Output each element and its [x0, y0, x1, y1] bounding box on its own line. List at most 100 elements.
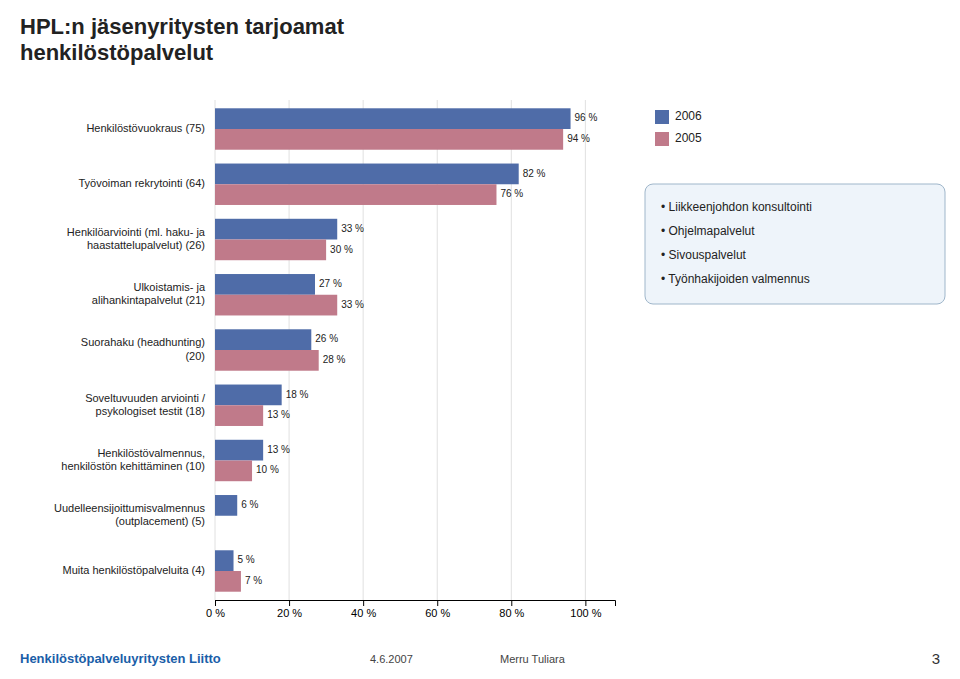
callout-box: [645, 184, 945, 304]
grid-line: [585, 100, 586, 600]
category-label-line: Henkilöstövuokraus (75): [86, 122, 205, 134]
data-label: 7 %: [245, 575, 262, 586]
data-label: 33 %: [341, 223, 364, 234]
tick: 20 %: [277, 600, 302, 619]
data-label: 33 %: [341, 299, 364, 310]
category-label: Uudelleensijoittumisvalmennus(outplaceme…: [54, 502, 206, 527]
grid: [215, 100, 585, 600]
tick: 40 %: [351, 600, 376, 619]
category-label-line: haastattelupalvelut) (26): [87, 239, 205, 251]
data-label: 96 %: [575, 112, 598, 123]
tick: 60 %: [425, 600, 450, 619]
data-label: 6 %: [241, 499, 258, 510]
bar: [215, 550, 234, 571]
annotation: • Liikkeenjohdon konsultointi: [661, 200, 812, 214]
bar: [215, 295, 337, 316]
footer-text: Merru Tuliara: [500, 653, 566, 665]
title: HPL:n jäsenyritysten tarjoamathenkilöstö…: [20, 14, 345, 65]
data-label: 28 %: [323, 354, 346, 365]
annotation: • Ohjelmapalvelut: [661, 224, 755, 238]
legend-label: 2005: [675, 131, 702, 145]
tick-label: 0 %: [206, 607, 225, 619]
category-labels: Henkilöstövuokraus (75) Työvoiman rekryto…: [54, 122, 206, 576]
tick-mark: [215, 600, 216, 606]
data-label: 82 %: [523, 168, 546, 179]
annotation: • Työnhakijoiden valmennus: [661, 272, 810, 286]
legend-label: 2006: [675, 109, 702, 123]
category-label: Soveltuvuuden arviointi /psykologiset te…: [85, 392, 206, 417]
category-label-line: Henkilöstövalmennus,: [97, 447, 205, 459]
legend-item: 2006: [655, 109, 702, 124]
data-label: 27 %: [319, 278, 342, 289]
bar: [215, 440, 263, 461]
tick-mark: [437, 600, 438, 606]
category-label-line: Muita henkilöstöpalveluita (4): [63, 564, 205, 576]
tick-label: 100 %: [570, 607, 601, 619]
category-label: Henkilöstövuokraus (75): [86, 122, 205, 134]
legend-swatch: [655, 132, 669, 146]
category-label-line: Soveltuvuuden arviointi /: [85, 392, 206, 404]
bars: [215, 108, 571, 591]
title-line: HPL:n jäsenyritysten tarjoamat: [20, 14, 345, 39]
legend: 2006 2005: [655, 109, 702, 146]
footer-text: 4.6.2007: [370, 653, 413, 665]
data-label: 18 %: [286, 389, 309, 400]
tick: 100 %: [570, 600, 601, 619]
bar: [215, 219, 337, 240]
bar: [215, 274, 315, 295]
tick-label: 20 %: [277, 607, 302, 619]
tick-mark: [289, 600, 290, 606]
bar: [215, 129, 563, 150]
category-label: Muita henkilöstöpalveluita (4): [63, 564, 205, 576]
bar: [215, 385, 282, 406]
tick-label: 80 %: [499, 607, 524, 619]
tick: 0 %: [206, 600, 225, 619]
category-label-line: (outplacement) (5): [115, 515, 205, 527]
legend-item: 2005: [655, 131, 702, 146]
title-line: henkilöstöpalvelut: [20, 40, 214, 65]
data-label: 26 %: [315, 333, 338, 344]
category-label-line: Ulkoistamis- ja: [133, 281, 205, 293]
data-label: 5 %: [238, 554, 255, 565]
data-label: 13 %: [267, 444, 290, 455]
data-label: 94 %: [567, 133, 590, 144]
bar: [215, 571, 241, 592]
tick-mark: [511, 600, 512, 606]
category-label: Työvoiman rekrytointi (64): [78, 177, 205, 189]
category-label-line: Uudelleensijoittumisvalmennus: [54, 502, 206, 514]
data-label: 10 %: [256, 464, 279, 475]
legend-swatch: [655, 110, 669, 124]
axis-line: [216, 601, 616, 607]
footer: Henkilöstöpalveluyritysten Liitto4.6.200…: [20, 650, 940, 667]
category-label: Henkilöstövalmennus,henkilöstön kehittäm…: [61, 447, 205, 472]
plot: 0 % 20 % 40 % 60 % 80 % 100 % Henkilöstövuokra…: [54, 100, 616, 619]
category-label-line: henkilöstön kehittäminen (10): [61, 460, 205, 472]
category-label-line: Henkilöarviointi (ml. haku- ja: [67, 226, 206, 238]
category-label-line: Työvoiman rekrytointi (64): [78, 177, 205, 189]
category-label: Ulkoistamis- jaalihankintapalvelut (21): [92, 281, 206, 306]
category-label-line: alihankintapalvelut (21): [92, 294, 205, 306]
category-label-line: Suorahaku (headhunting): [81, 336, 205, 348]
bar: [215, 108, 571, 129]
tick-label: 60 %: [425, 607, 450, 619]
data-label: 76 %: [500, 188, 523, 199]
category-label-line: psykologiset testit (18): [96, 405, 205, 417]
category-label: Suorahaku (headhunting) (20): [81, 336, 205, 361]
data-label: 13 %: [267, 409, 290, 420]
annotation: • Sivouspalvelut: [661, 248, 747, 262]
bar: [215, 164, 519, 185]
data-labels: 96 % 82 % 33 % 27 % 26 % 18 % 13 % 6 % 5 % 94 % 76…: [238, 112, 598, 586]
footer-text: 3: [932, 650, 940, 667]
bar: [215, 405, 263, 426]
bar: [215, 460, 252, 481]
tick-mark: [363, 600, 364, 606]
tick-label: 40 %: [351, 607, 376, 619]
category-label: Henkilöarviointi (ml. haku- jahaastattel…: [67, 226, 206, 251]
data-label: 30 %: [330, 244, 353, 255]
tick: 80 %: [499, 600, 524, 619]
callout: • Liikkeenjohdon konsultointi • Ohjelmapa…: [645, 184, 945, 304]
bar: [215, 495, 237, 516]
chart: HPL:n jäsenyritysten tarjoamathenkilöstö…: [0, 0, 960, 679]
category-label-line: (20): [185, 350, 205, 362]
bar: [215, 350, 319, 371]
